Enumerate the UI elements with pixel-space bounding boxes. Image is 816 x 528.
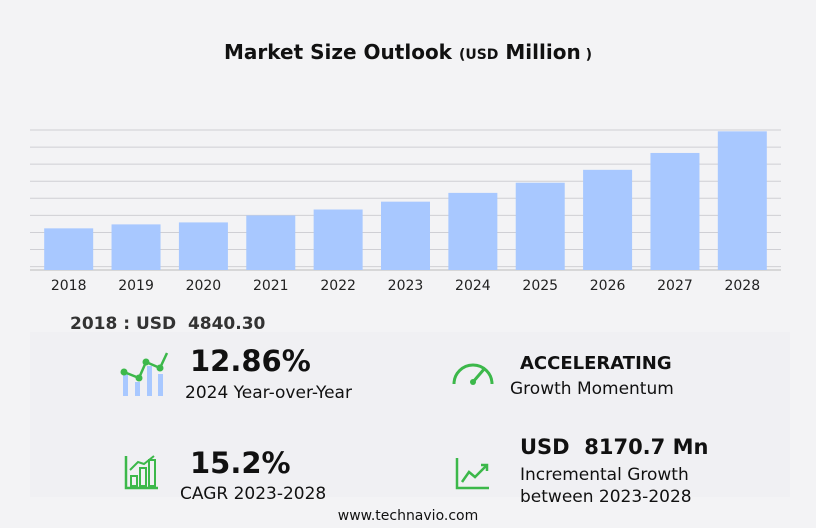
x-tick-label: 2023 xyxy=(388,278,424,294)
x-tick-label: 2024 xyxy=(455,278,491,294)
stats-panel xyxy=(30,332,790,497)
title-paren: ( xyxy=(458,47,466,63)
x-tick-label: 2026 xyxy=(590,278,626,294)
x-tick-label: 2028 xyxy=(724,278,760,294)
momentum-value: ACCELERATING xyxy=(520,353,672,374)
x-tick-label: 2019 xyxy=(118,278,154,294)
chart-growth-icon xyxy=(120,352,169,396)
speedometer-icon xyxy=(452,363,494,385)
title-paren-close: ) xyxy=(580,47,592,63)
line-chart-icon xyxy=(455,458,489,490)
x-tick-label: 2027 xyxy=(657,278,693,294)
bar-2028 xyxy=(717,131,767,270)
cagr-value: 15.2% xyxy=(190,446,291,480)
x-tick-label: 2018 xyxy=(51,278,87,294)
x-tick-label: 2022 xyxy=(320,278,356,294)
bar-2021 xyxy=(246,215,296,270)
footer-url[interactable]: www.technavio.com xyxy=(337,508,479,524)
x-tick-label: 2021 xyxy=(253,278,289,294)
title-main: Market Size Outlook xyxy=(224,40,452,64)
bar-2020 xyxy=(178,222,228,270)
chart-title: Market Size Outlook (USD Million ) xyxy=(0,40,816,64)
cagr-label: CAGR 2023-2028 xyxy=(180,484,327,504)
bar-2026 xyxy=(583,169,633,270)
bar-chart: 2018 2019 2020 2021 2022 2023 2024 2025 2026 2027… xyxy=(30,129,781,294)
bar-2019 xyxy=(111,224,161,270)
base-year-label: 2018 : USD 4840.30 xyxy=(70,314,266,334)
incremental-value: USD 8170.7 Mn xyxy=(520,435,709,459)
bar-chart-icon xyxy=(124,455,158,490)
title-unit: Million xyxy=(505,40,581,64)
x-tick-label: 2025 xyxy=(522,278,558,294)
bar-2025 xyxy=(515,182,565,270)
title-currency: USD xyxy=(465,47,499,63)
yoy-label: 2024 Year-over-Year xyxy=(185,383,352,403)
x-tick-label: 2020 xyxy=(186,278,222,294)
momentum-label: Growth Momentum xyxy=(510,379,674,399)
bar-2018 xyxy=(44,228,94,270)
incremental-label: Incremental Growth xyxy=(520,465,689,485)
bar-2024 xyxy=(448,192,498,270)
incremental-period: between 2023-2028 xyxy=(520,487,692,507)
bar-2022 xyxy=(313,209,363,270)
yoy-value: 12.86% xyxy=(190,344,311,378)
bar-2023 xyxy=(381,201,430,270)
bar-2027 xyxy=(650,152,700,270)
